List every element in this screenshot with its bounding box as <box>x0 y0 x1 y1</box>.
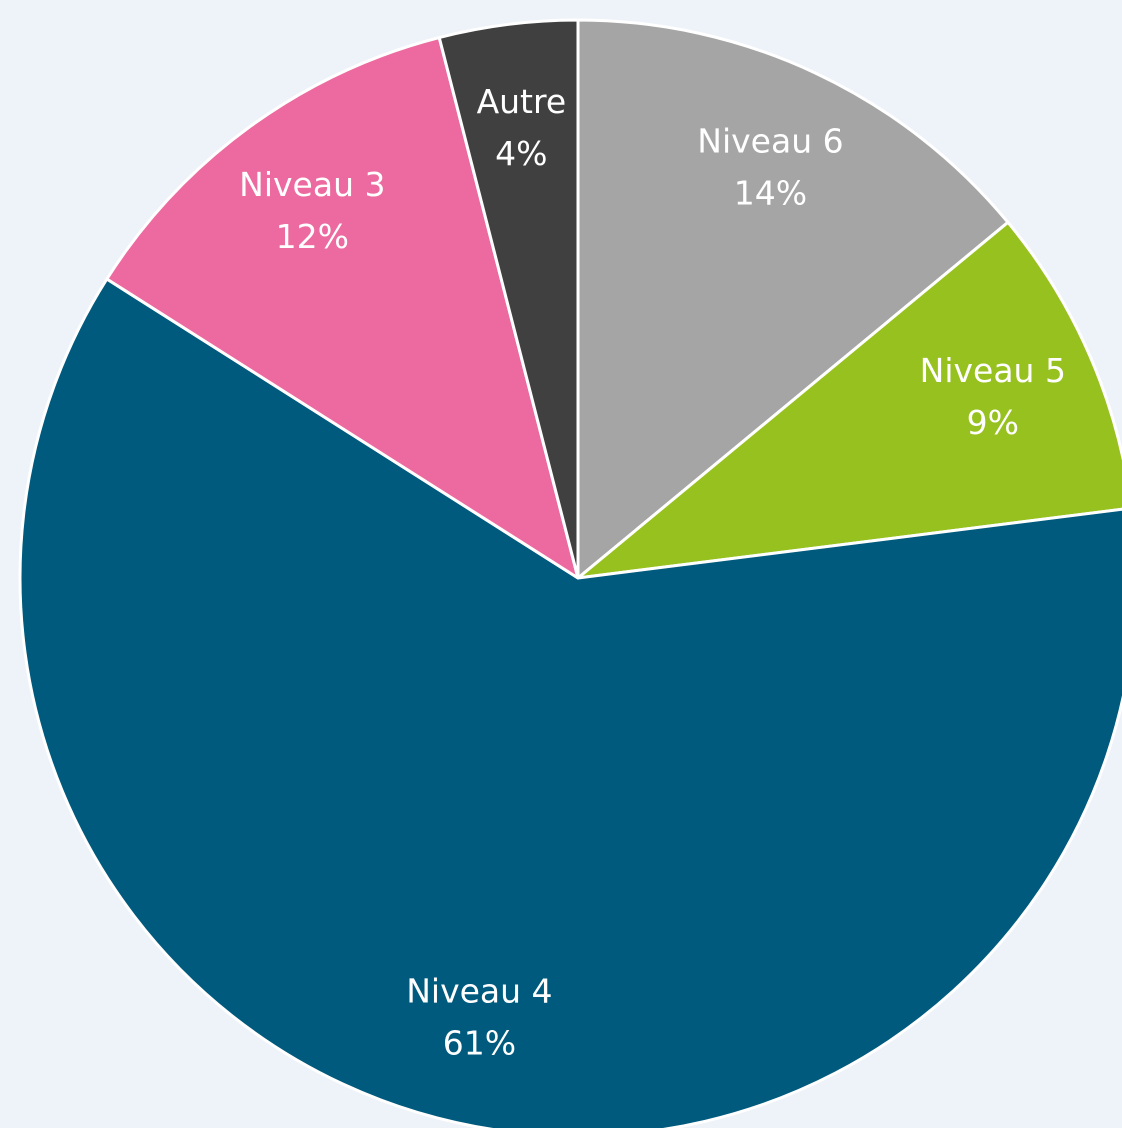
pie-slice <box>576 18 1010 580</box>
slice-label: Niveau 4 <box>406 972 552 1011</box>
slice-label: Autre <box>477 82 567 121</box>
pie-slice <box>18 277 1122 1128</box>
pie-slice <box>576 220 1122 580</box>
slice-value: 4% <box>495 134 547 173</box>
pie-slice <box>437 18 580 580</box>
slice-label: Niveau 5 <box>920 351 1066 390</box>
pie-slice <box>105 36 580 580</box>
slice-value: 61% <box>443 1024 516 1063</box>
slice-value: 12% <box>276 217 349 256</box>
slice-value: 9% <box>967 403 1019 442</box>
slice-label: Niveau 3 <box>239 165 385 204</box>
slice-value: 14% <box>734 174 807 213</box>
slice-label: Niveau 6 <box>697 122 843 161</box>
